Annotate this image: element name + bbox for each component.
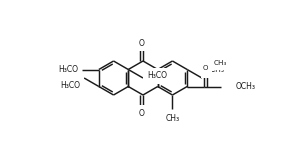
Text: CH₃: CH₃ [165,114,179,123]
Text: O: O [139,108,145,118]
Text: H₃CO: H₃CO [147,72,167,80]
Text: OCH₃: OCH₃ [235,82,255,91]
Text: H₃CO: H₃CO [60,81,80,90]
Text: O: O [203,66,208,72]
Text: H₃CO: H₃CO [58,65,78,74]
Text: OCH₃: OCH₃ [205,65,225,74]
Text: O: O [139,38,145,48]
Text: CH₃: CH₃ [213,60,227,66]
